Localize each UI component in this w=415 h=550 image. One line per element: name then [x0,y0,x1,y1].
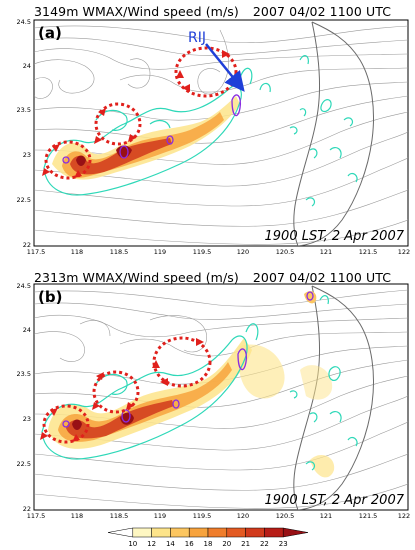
title-height: 2313m [34,270,79,285]
x-tick-label: 120.5 [276,512,295,520]
colorbar-tick-label: 16 [185,540,194,548]
x-tick-label: 119 [154,512,166,520]
circulation-arrows [40,338,204,442]
colorbar-tick-label: 20 [222,540,231,548]
colorbar-swatch [132,527,152,538]
x-tick-label: 118.5 [110,248,129,256]
x-tick-label: 117.5 [27,248,46,256]
x-tick-label: 119 [154,248,166,256]
title-time: 1100 UTC [329,270,392,285]
colorbar-swatch [188,527,209,538]
wmax-contours [41,295,358,471]
colorbar-tick-label: 21 [241,540,250,548]
y-tick-label: 24 [23,326,31,334]
panel-b-label: (b) [38,288,62,306]
x-tick-label: 118.5 [110,512,129,520]
x-tick-label: 121.5 [359,512,378,520]
map-frame [33,283,409,511]
x-tick-label: 119.5 [193,512,212,520]
title-height: 3149m [34,4,79,19]
colorbar-tick-label: 10 [128,540,137,548]
y-tick-label: 22 [23,505,31,513]
circulation-markers [42,336,212,444]
x-tick-label: 122 [398,248,410,256]
x-tick-label: 118 [71,248,83,256]
x-tick-label: 120 [237,512,249,520]
x-tick-label: 121 [320,248,332,256]
y-tick-label: 23.5 [17,106,31,114]
panel-b-y-ticks: 24.5 24 23.5 23 22.5 22 [17,282,31,513]
circulation-arrows [42,50,230,178]
x-tick-label: 121.5 [359,248,378,256]
colorbar-swatch [282,527,309,538]
colorbar-swatch [107,527,134,538]
colorbar-tick-label: 22 [260,540,269,548]
y-tick-label: 22.5 [17,460,31,468]
panel-b-title: 2313m WMAX/Wind speed (m/s) 2007 04/02 1100… [34,270,405,285]
colorbar-swatch [207,527,228,538]
x-tick-label: 117.5 [27,512,46,520]
rij-arrow [205,43,245,92]
panel-a-y-ticks: 24.5 24 23.5 23 22.5 22 [17,18,31,249]
coastline [293,285,374,510]
rij-label: RIJ [188,30,206,46]
title-date: 2007 04/02 [252,4,326,19]
x-tick-label: 121 [320,512,332,520]
colorbar-swatch [245,527,265,538]
colorbar-swatch [170,527,190,538]
y-tick-label: 24 [23,62,31,70]
panel-a-caption: 1900 LST, 2 Apr 2007 [265,229,405,244]
colorbar-swatch [226,527,246,538]
y-tick-label: 23 [23,151,31,159]
x-tick-label: 118 [71,512,83,520]
coastline [293,21,374,246]
title-date: 2007 04/02 [252,270,326,285]
x-tick-label: 120.5 [276,248,295,256]
colorbar-tick-label: 23 [279,540,288,548]
colorbar: 10 12 14 16 18 20 21 22 23 [107,527,309,548]
panel-a-label: (a) [38,24,62,42]
y-tick-label: 23 [23,415,31,423]
title-field: WMAX/Wind speed (m/s) [82,4,239,19]
y-tick-label: 24.5 [17,282,31,290]
panel-b-map: (b) 1900 LST, 2 Apr 2007 117.5 118 118.5… [17,282,411,520]
panel-a-title: 3149m WMAX/Wind speed (m/s) 2007 04/02 1100… [34,4,405,19]
panel-a-map: (a) RIJ 1900 LST, 2 Apr 2007 117.5 118 1… [17,18,411,256]
streamlines [34,289,408,509]
y-tick-label: 24.5 [17,18,31,26]
wmax-strong-contours [62,94,242,164]
title-time: 1100 UTC [329,4,392,19]
title-field: WMAX/Wind speed (m/s) [82,270,239,285]
y-tick-label: 22.5 [17,196,31,204]
map-frame [33,19,409,247]
panel-b-x-ticks: 117.5 118 118.5 119 119.5 120 120.5 121 … [27,512,411,520]
panel-b-caption: 1900 LST, 2 Apr 2007 [265,493,405,508]
colorbar-swatch [151,527,171,538]
colorbar-swatch [264,527,284,538]
x-tick-label: 122 [398,512,410,520]
x-tick-label: 120 [237,248,249,256]
colorbar-tick-label: 14 [166,540,175,548]
y-tick-label: 22 [23,241,31,249]
colorbar-tick-label: 18 [204,540,213,548]
x-tick-label: 119.5 [193,248,212,256]
panel-a-x-ticks: 117.5 118 118.5 119 119.5 120 120.5 121 … [27,248,411,256]
colorbar-tick-label: 12 [147,540,156,548]
y-tick-label: 23.5 [17,370,31,378]
